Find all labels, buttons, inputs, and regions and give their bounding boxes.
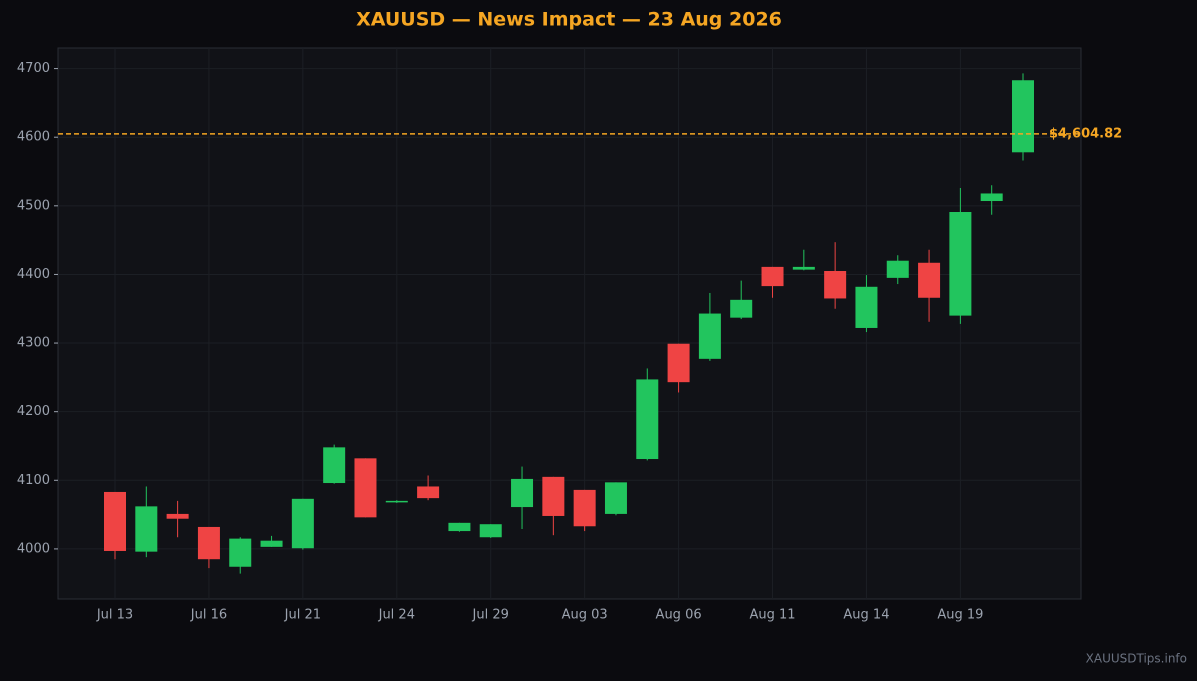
candle-body: [636, 379, 659, 460]
y-tick-label: 4000: [17, 541, 50, 556]
y-tick-label: 4500: [17, 198, 50, 213]
candle-body: [479, 524, 502, 538]
candle-body: [291, 498, 314, 549]
candle-body: [260, 540, 283, 547]
candle-body: [166, 513, 189, 519]
candle-body: [135, 506, 158, 552]
candle-body: [385, 500, 408, 503]
x-tick-label: Aug 14: [843, 608, 889, 623]
y-tick-label: 4200: [17, 404, 50, 419]
x-tick-label: Jul 16: [190, 608, 227, 623]
candle-body: [824, 271, 847, 299]
x-tick-label: Jul 29: [472, 608, 509, 623]
candle-body: [417, 486, 440, 499]
x-tick-label: Aug 11: [749, 608, 795, 623]
candle-body: [980, 193, 1003, 202]
candle-body: [918, 262, 941, 298]
reference-label: $4,604.82: [1049, 126, 1122, 141]
candle-body: [323, 447, 346, 484]
x-tick-label: Aug 03: [562, 608, 608, 623]
chart-title: XAUUSD — News Impact — 23 Aug 2026: [356, 9, 782, 31]
x-tick-label: Jul 24: [378, 608, 415, 623]
x-tick-label: Jul 21: [284, 608, 321, 623]
candle-body: [855, 286, 878, 328]
watermark: XAUUSDTips.info: [1086, 652, 1187, 666]
x-tick-label: Aug 19: [937, 608, 983, 623]
y-tick-label: 4300: [17, 336, 50, 351]
candle-body: [573, 489, 596, 527]
y-tick-label: 4700: [17, 61, 50, 76]
candle-body: [197, 526, 220, 560]
candle-body: [542, 476, 565, 516]
candle-body: [354, 458, 377, 518]
candle-body: [1012, 80, 1034, 153]
y-tick-label: 4600: [17, 130, 50, 145]
x-tick-label: Aug 06: [656, 608, 702, 623]
plot-area: [57, 47, 1082, 600]
candle-body: [949, 211, 972, 316]
candle-body: [104, 491, 126, 551]
candle-body: [761, 266, 784, 287]
y-tick-label: 4400: [17, 267, 50, 282]
candle-body: [792, 266, 815, 270]
candle-body: [730, 299, 753, 318]
x-tick-label: Jul 13: [96, 608, 133, 623]
candle-body: [511, 478, 534, 508]
candle-body: [667, 343, 690, 383]
candle-body: [886, 260, 909, 278]
candle-body: [448, 522, 471, 532]
candle-body: [604, 482, 627, 514]
candle-body: [698, 313, 721, 359]
y-tick-label: 4100: [17, 473, 50, 488]
candle-body: [229, 538, 252, 567]
